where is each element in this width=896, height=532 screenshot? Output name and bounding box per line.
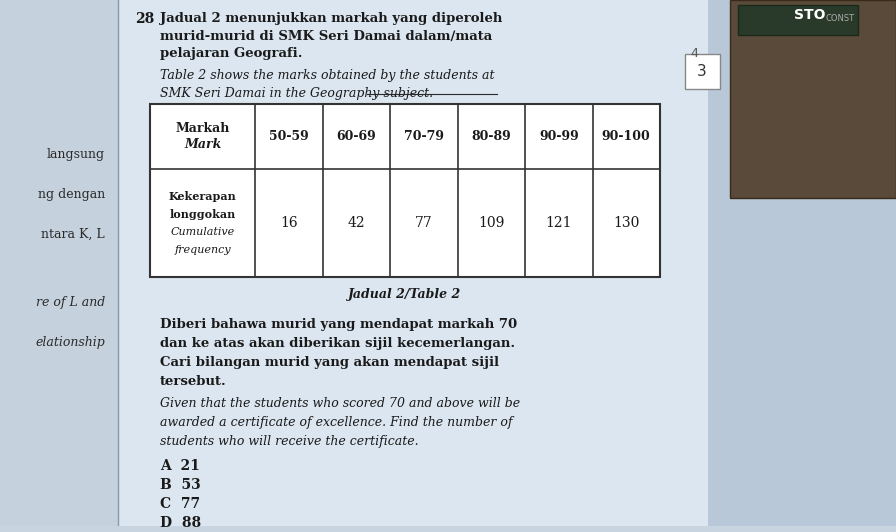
Text: Kekerapan: Kekerapan: [168, 191, 237, 202]
Text: 60-69: 60-69: [336, 130, 376, 143]
Text: Cumulative: Cumulative: [170, 227, 235, 237]
Text: 16: 16: [280, 216, 297, 230]
Text: 70-79: 70-79: [404, 130, 444, 143]
Text: langsung: langsung: [47, 148, 105, 161]
Text: Jadual 2 menunjukkan markah yang diperoleh: Jadual 2 menunjukkan markah yang diperol…: [160, 12, 503, 25]
Text: Mark: Mark: [184, 138, 221, 151]
Text: ng dengan: ng dengan: [38, 188, 105, 201]
Text: Diberi bahawa murid yang mendapat markah 70: Diberi bahawa murid yang mendapat markah…: [160, 318, 517, 331]
Text: 109: 109: [478, 216, 504, 230]
Text: D  88: D 88: [160, 516, 201, 530]
Text: 90-99: 90-99: [538, 130, 579, 143]
Bar: [0, 0, 118, 526]
Bar: [150, 104, 660, 277]
Text: re of L and: re of L and: [36, 296, 105, 310]
Text: longgokan: longgokan: [169, 209, 236, 220]
Text: 42: 42: [348, 216, 365, 230]
Text: Given that the students who scored 70 and above will be: Given that the students who scored 70 an…: [160, 397, 520, 410]
Bar: [738, 5, 858, 35]
Text: students who will receive the certificate.: students who will receive the certificat…: [160, 435, 418, 448]
Text: 4: 4: [690, 47, 698, 61]
Text: elationship: elationship: [35, 336, 105, 349]
Text: 130: 130: [613, 216, 640, 230]
Text: 90-100: 90-100: [602, 130, 650, 143]
Bar: [730, 0, 896, 197]
Text: C  77: C 77: [160, 497, 200, 511]
Text: awarded a certificate of excellence. Find the number of: awarded a certificate of excellence. Fin…: [160, 416, 513, 429]
Text: B  53: B 53: [160, 478, 201, 492]
Text: Jadual 2/Table 2: Jadual 2/Table 2: [349, 288, 461, 301]
Text: 80-89: 80-89: [471, 130, 511, 143]
Text: ntara K, L: ntara K, L: [41, 227, 105, 240]
Text: 77: 77: [415, 216, 433, 230]
Text: Table 2 shows the marks obtained by the students at: Table 2 shows the marks obtained by the …: [160, 69, 495, 82]
Text: dan ke atas akan diberikan sijil kecemerlangan.: dan ke atas akan diberikan sijil kecemer…: [160, 337, 515, 350]
Text: STO: STO: [794, 8, 826, 22]
Text: SMK Seri Damai in the Geography subject.: SMK Seri Damai in the Geography subject.: [160, 87, 433, 100]
Text: Cari bilangan murid yang akan mendapat sijil: Cari bilangan murid yang akan mendapat s…: [160, 356, 499, 369]
Bar: [708, 0, 896, 526]
Text: tersebut.: tersebut.: [160, 375, 227, 387]
Text: murid-murid di SMK Seri Damai dalam∕mata: murid-murid di SMK Seri Damai dalam∕mata: [160, 30, 492, 43]
Text: 50-59: 50-59: [269, 130, 308, 143]
Text: Markah: Markah: [176, 122, 229, 135]
Text: pelajaran Geografi.: pelajaran Geografi.: [160, 47, 303, 61]
Text: 28: 28: [135, 12, 154, 26]
Text: CONST: CONST: [825, 14, 855, 23]
Text: 121: 121: [546, 216, 572, 230]
Bar: [118, 0, 708, 526]
Text: A  21: A 21: [160, 460, 200, 473]
Bar: [685, 54, 720, 89]
Text: frequency: frequency: [174, 245, 231, 255]
Text: 3: 3: [697, 64, 707, 79]
